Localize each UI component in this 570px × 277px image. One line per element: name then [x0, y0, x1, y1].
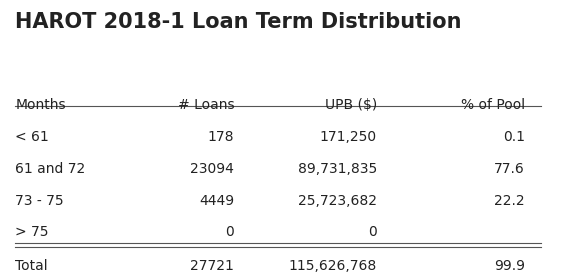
- Text: 171,250: 171,250: [320, 130, 377, 144]
- Text: 0: 0: [368, 225, 377, 239]
- Text: 61 and 72: 61 and 72: [15, 162, 86, 176]
- Text: 23094: 23094: [190, 162, 234, 176]
- Text: > 75: > 75: [15, 225, 48, 239]
- Text: 0.1: 0.1: [503, 130, 525, 144]
- Text: 27721: 27721: [190, 259, 234, 273]
- Text: < 61: < 61: [15, 130, 49, 144]
- Text: 77.6: 77.6: [494, 162, 525, 176]
- Text: 0: 0: [226, 225, 234, 239]
- Text: 89,731,835: 89,731,835: [298, 162, 377, 176]
- Text: 25,723,682: 25,723,682: [298, 194, 377, 207]
- Text: 22.2: 22.2: [494, 194, 525, 207]
- Text: 115,626,768: 115,626,768: [288, 259, 377, 273]
- Text: HAROT 2018-1 Loan Term Distribution: HAROT 2018-1 Loan Term Distribution: [15, 12, 462, 32]
- Text: # Loans: # Loans: [178, 98, 234, 112]
- Text: Total: Total: [15, 259, 48, 273]
- Text: 178: 178: [208, 130, 234, 144]
- Text: 73 - 75: 73 - 75: [15, 194, 64, 207]
- Text: 4449: 4449: [200, 194, 234, 207]
- Text: UPB ($): UPB ($): [324, 98, 377, 112]
- Text: 99.9: 99.9: [494, 259, 525, 273]
- Text: % of Pool: % of Pool: [461, 98, 525, 112]
- Text: Months: Months: [15, 98, 66, 112]
